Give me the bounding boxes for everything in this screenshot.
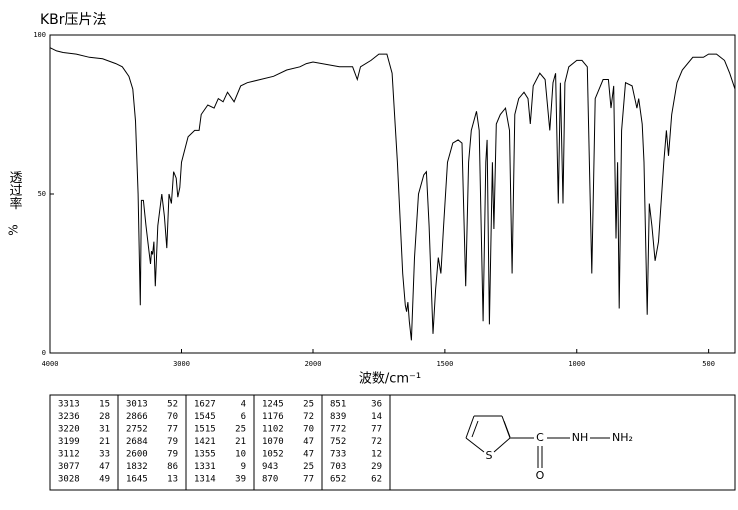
peak-wavenumber: 3220 [58, 425, 80, 435]
peak-transmittance: 13 [167, 475, 178, 485]
y-tick-label: 0 [42, 349, 46, 357]
peak-wavenumber: 1627 [194, 400, 216, 410]
peak-transmittance: 14 [371, 412, 382, 422]
peak-transmittance: 33 [99, 450, 110, 460]
peak-transmittance: 21 [99, 437, 110, 447]
peak-transmittance: 72 [303, 412, 314, 422]
atom-label: S [486, 449, 493, 462]
atom-label: O [536, 469, 545, 482]
peak-transmittance: 10 [235, 450, 246, 460]
peak-transmittance: 49 [99, 475, 110, 485]
peak-wavenumber: 2866 [126, 412, 148, 422]
peak-wavenumber: 2600 [126, 450, 148, 460]
peak-wavenumber: 3199 [58, 437, 80, 447]
peak-wavenumber: 652 [330, 475, 346, 485]
structure-bonds [465, 415, 610, 468]
peak-wavenumber: 1421 [194, 437, 216, 447]
peak-wavenumber: 733 [330, 450, 346, 460]
spectrum-line [49, 47, 736, 341]
peak-wavenumber: 3112 [58, 450, 80, 460]
x-tick-label: 2000 [305, 360, 322, 368]
peak-wavenumber: 1645 [126, 475, 148, 485]
peak-wavenumber: 1355 [194, 450, 216, 460]
peak-wavenumber: 1176 [262, 412, 284, 422]
x-tick-label: 4000 [42, 360, 59, 368]
peak-transmittance: 15 [99, 400, 110, 410]
atom-label: NH₂ [612, 431, 633, 444]
peak-transmittance: 47 [303, 450, 314, 460]
peak-wavenumber: 870 [262, 475, 278, 485]
peak-wavenumber: 1314 [194, 475, 216, 485]
peak-wavenumber: 2684 [126, 437, 148, 447]
peak-wavenumber: 3077 [58, 462, 80, 472]
x-tick-label: 1000 [568, 360, 585, 368]
peak-wavenumber: 851 [330, 400, 346, 410]
x-tick-label: 1500 [436, 360, 453, 368]
atom-label: C [536, 431, 544, 444]
peak-wavenumber: 752 [330, 437, 346, 447]
peak-wavenumber: 1832 [126, 462, 148, 472]
peak-transmittance: 47 [99, 462, 110, 472]
peak-transmittance: 62 [371, 475, 382, 485]
peak-transmittance: 79 [167, 437, 178, 447]
peak-transmittance: 25 [303, 400, 314, 410]
peak-wavenumber: 703 [330, 462, 346, 472]
peak-transmittance: 25 [235, 425, 246, 435]
peak-wavenumber: 3313 [58, 400, 80, 410]
y-tick-label: 100 [33, 31, 46, 39]
y-tick-label: 50 [38, 190, 46, 198]
peak-transmittance: 47 [303, 437, 314, 447]
table-frame [49, 394, 736, 491]
peak-wavenumber: 2752 [126, 425, 148, 435]
peak-transmittance: 52 [167, 400, 178, 410]
y-axis-unit: % [7, 224, 21, 235]
peak-transmittance: 79 [167, 450, 178, 460]
peak-transmittance: 25 [303, 462, 314, 472]
peak-transmittance: 77 [371, 425, 382, 435]
peak-wavenumber: 772 [330, 425, 346, 435]
peak-transmittance: 70 [167, 412, 178, 422]
peak-transmittance: 72 [371, 437, 382, 447]
peak-transmittance: 9 [241, 462, 246, 472]
peak-transmittance: 29 [371, 462, 382, 472]
peak-wavenumber: 1102 [262, 425, 284, 435]
peak-wavenumber: 3028 [58, 475, 80, 485]
peak-wavenumber: 1331 [194, 462, 216, 472]
peak-transmittance: 31 [99, 425, 110, 435]
atom-label: NH [572, 431, 589, 444]
peak-transmittance: 77 [167, 425, 178, 435]
peak-wavenumber: 839 [330, 412, 346, 422]
peak-wavenumber: 1515 [194, 425, 216, 435]
peak-wavenumber: 1052 [262, 450, 284, 460]
peak-wavenumber: 3236 [58, 412, 80, 422]
peak-wavenumber: 1070 [262, 437, 284, 447]
peak-wavenumber: 1245 [262, 400, 284, 410]
peak-transmittance: 36 [371, 400, 382, 410]
peak-transmittance: 6 [241, 412, 246, 422]
peak-wavenumber: 1545 [194, 412, 216, 422]
peak-wavenumber: 943 [262, 462, 278, 472]
peak-transmittance: 12 [371, 450, 382, 460]
peak-transmittance: 39 [235, 475, 246, 485]
peak-wavenumber: 3013 [126, 400, 148, 410]
peak-transmittance: 21 [235, 437, 246, 447]
y-axis-label: 透过率 [7, 171, 23, 210]
chart-title: KBr压片法 [40, 12, 107, 28]
x-tick-label: 500 [702, 360, 715, 368]
peak-transmittance: 77 [303, 475, 314, 485]
peak-transmittance: 4 [241, 400, 246, 410]
peak-transmittance: 86 [167, 462, 178, 472]
peak-transmittance: 70 [303, 425, 314, 435]
x-tick-label: 3000 [173, 360, 190, 368]
peak-transmittance: 28 [99, 412, 110, 422]
x-axis-label: 波数/cm⁻¹ [359, 372, 421, 387]
